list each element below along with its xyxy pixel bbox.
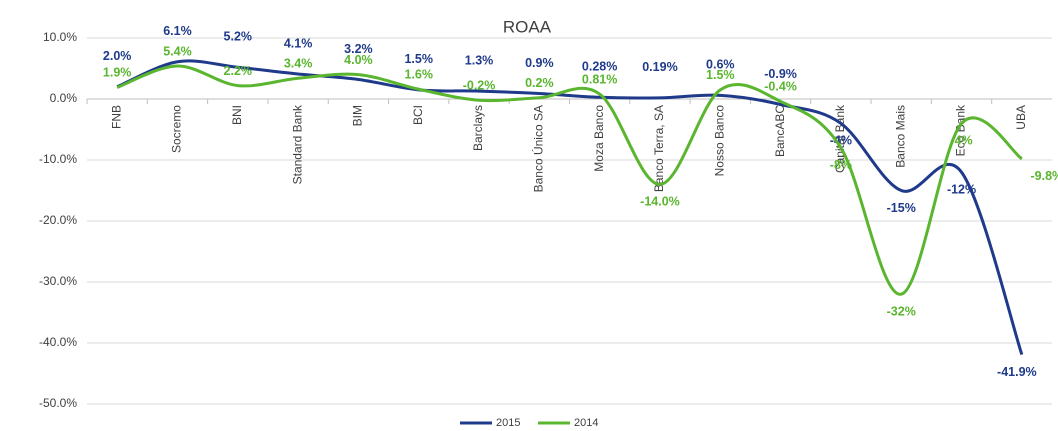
legend-label: 2015: [496, 417, 520, 429]
data-label: 0.28%: [582, 60, 617, 74]
data-label: 3.4%: [284, 57, 313, 71]
data-label: 0.19%: [642, 60, 677, 74]
data-label: 0.9%: [525, 56, 554, 70]
data-label: 4.0%: [344, 53, 373, 67]
data-label: -32%: [887, 304, 916, 318]
y-tick-label: -20.0%: [39, 213, 77, 227]
x-tick-label: Banco Mais: [893, 105, 907, 168]
data-label: -4%: [950, 134, 972, 148]
series-line: [116, 59, 1024, 356]
y-tick-label: 10.0%: [43, 30, 77, 44]
y-tick-label: -40.0%: [39, 335, 77, 349]
y-tick-label: -50.0%: [39, 396, 77, 410]
data-label: 0.2%: [525, 76, 554, 90]
y-tick-label: -30.0%: [39, 274, 77, 288]
data-label: 3.2%: [344, 42, 373, 56]
x-tick-label: Standard Bank: [290, 104, 304, 184]
data-label: -8%: [830, 158, 852, 172]
data-label: -14.0%: [640, 195, 680, 209]
y-tick-label: 0.0%: [50, 91, 78, 105]
data-label: 1.3%: [465, 53, 494, 67]
data-label: -12%: [947, 182, 976, 196]
chart-title: ROAA: [503, 17, 552, 36]
data-label: -15%: [887, 201, 916, 215]
x-tick-label: BNI: [230, 105, 244, 125]
x-tick-label: Eco Bank: [954, 104, 968, 156]
x-tick-label: Moza Banco: [592, 105, 606, 172]
data-label: 1.9%: [103, 66, 132, 80]
data-label: 1.6%: [404, 68, 433, 82]
data-label: 5.4%: [163, 44, 192, 58]
x-tick-label: Nosso Banco: [712, 105, 726, 177]
data-label: -0.2%: [463, 79, 496, 93]
data-label: 2.0%: [103, 49, 132, 63]
data-label: -9.8%: [1031, 169, 1058, 183]
x-tick-label: BancABC: [773, 105, 787, 157]
data-label: 1.5%: [404, 52, 433, 66]
x-tick-label: UBA: [1014, 105, 1028, 130]
y-tick-label: -10.0%: [39, 152, 77, 166]
x-tick-label: Banco Terra, SA: [652, 105, 666, 192]
series-line: [116, 64, 1023, 296]
x-tick-label: Barclays: [471, 105, 485, 151]
x-tick-label: BIM: [351, 105, 365, 126]
data-label: 6.1%: [163, 24, 192, 38]
x-tick-label: BCI: [411, 105, 425, 125]
data-label: 4.1%: [284, 36, 313, 50]
legend-label: 2014: [574, 417, 598, 429]
data-label: 0.6%: [706, 58, 735, 72]
x-tick-label: Banco Único SA: [531, 105, 546, 192]
data-label: 1.5%: [706, 68, 735, 82]
data-label: -0.9%: [764, 67, 797, 81]
x-tick-label: FNB: [109, 105, 123, 129]
data-label: 2.2%: [224, 64, 253, 78]
data-label: -41.9%: [997, 365, 1037, 379]
data-label: 5.2%: [224, 30, 253, 44]
data-label: 0.81%: [582, 72, 617, 86]
data-label: -0.4%: [764, 80, 797, 94]
x-tick-label: Socremo: [170, 105, 184, 153]
